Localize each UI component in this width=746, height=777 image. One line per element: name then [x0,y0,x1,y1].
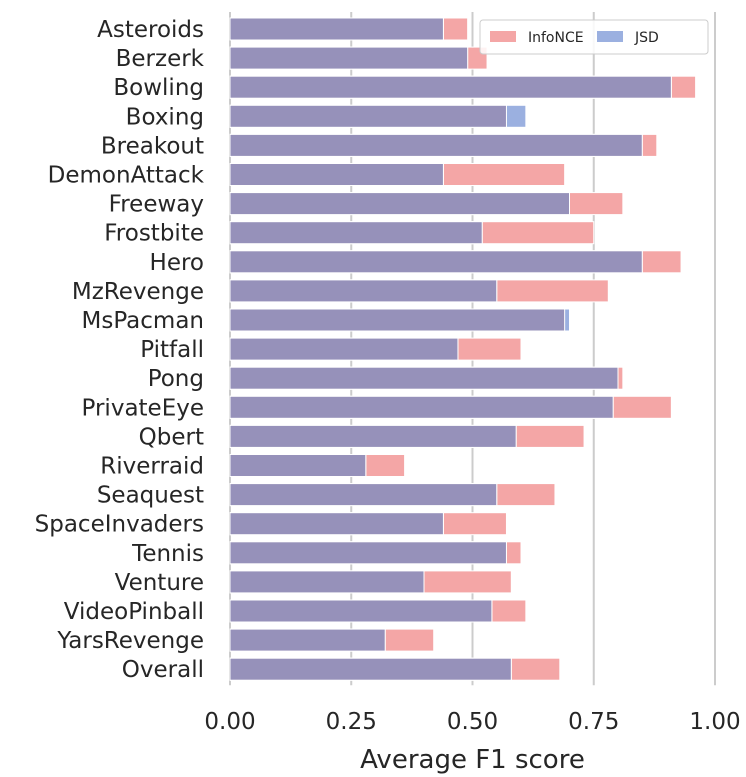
x-tick-label: 0.50 [447,709,498,735]
category-label: MzRevenge [72,279,204,305]
category-label: Riverraid [100,454,204,480]
category-label: Venture [115,570,204,596]
category-label: DemonAttack [48,163,205,189]
bar-overlap [229,221,483,245]
bar-overlap [229,308,566,332]
bar-overlap [229,46,469,70]
bar-overlap [229,541,507,565]
category-label: Breakout [101,133,204,159]
category-label: MsPacman [82,308,204,334]
category-label: Pong [148,366,204,392]
category-label: Tennis [131,541,204,567]
bar-overlap [229,628,386,652]
category-label: VideoPinball [64,599,204,625]
category-label: PrivateEye [82,395,204,421]
bar-overlap [229,512,444,536]
category-label: Pitfall [140,337,204,363]
bar-overlap [229,75,672,99]
category-label: Boxing [126,104,204,130]
bar-overlap [229,133,643,157]
bar-overlap [229,424,517,448]
category-label: Asteroids [97,17,204,43]
bar-overlap [229,250,643,274]
x-tick-label: 1.00 [689,709,740,735]
x-axis-title: Average F1 score [360,745,585,775]
x-tick-label: 0.00 [204,709,255,735]
bars [229,17,697,681]
category-label: YarsRevenge [56,628,204,654]
x-tick-label: 0.25 [326,709,377,735]
bar-overlap [229,192,570,216]
category-label: Hero [150,250,204,276]
category-labels: Asteroids Berzerk Bowling Boxing Breakout Dem… [35,17,205,683]
bar-overlap [229,366,619,390]
bar-overlap [229,570,425,594]
category-label: Freeway [109,192,204,218]
category-label: Bowling [113,75,204,101]
legend-swatch-jsd [597,31,623,42]
legend-label: JSD [634,30,659,46]
bar-overlap [229,657,512,681]
bar-overlap [229,337,459,361]
legend-swatch-infonce [490,31,516,42]
category-label: Qbert [139,424,204,450]
category-label: Seaquest [97,483,204,509]
bar-overlap [229,483,498,507]
legend-label: InfoNCE [528,30,584,46]
legend-box [479,19,709,55]
x-tick-label: 0.75 [568,709,619,735]
bar-overlap [229,454,367,477]
category-label: Frostbite [104,221,204,247]
bar-overlap [229,17,444,41]
bar-overlap [229,104,507,128]
category-label: Overall [122,657,204,683]
category-label: Berzerk [116,46,205,72]
bar-overlap [229,279,498,303]
x-tick-labels: 0.00 0.25 0.50 0.75 1.00 [204,709,740,735]
bar-overlap [229,599,493,623]
bar-overlap [229,163,444,186]
legend: InfoNCE JSD [479,19,709,55]
bar-overlap [229,395,614,419]
category-label: SpaceInvaders [35,512,204,538]
